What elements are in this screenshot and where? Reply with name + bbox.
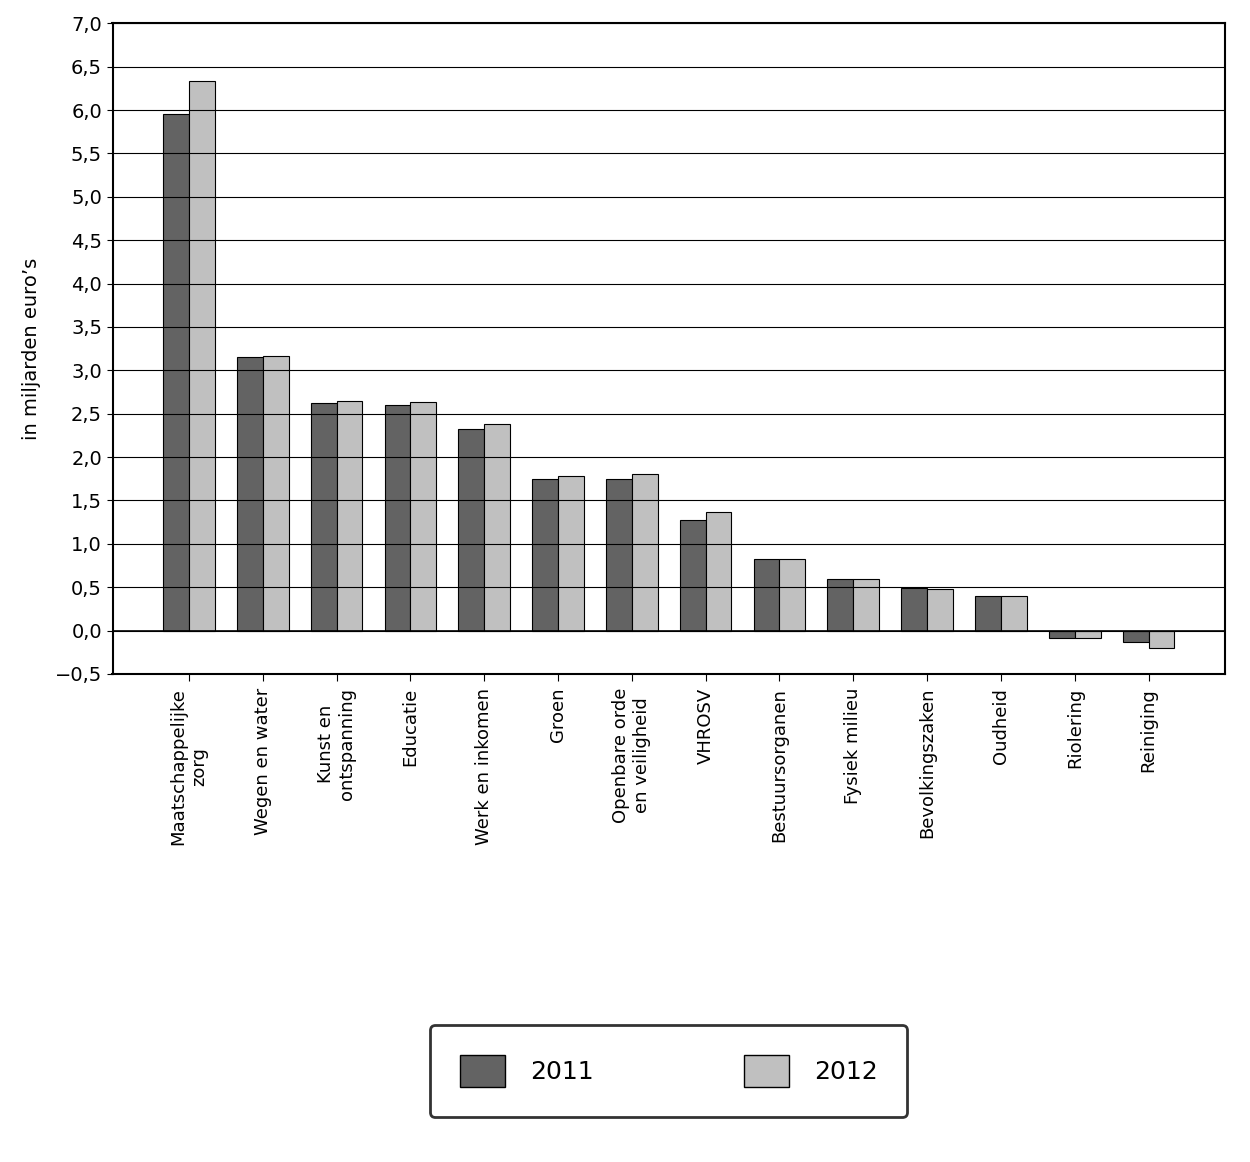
Bar xyxy=(901,588,928,631)
Bar xyxy=(828,579,854,631)
Bar xyxy=(385,406,410,631)
Bar xyxy=(459,429,484,631)
Bar xyxy=(484,424,510,631)
Legend: 2011, 2012: 2011, 2012 xyxy=(430,1025,908,1117)
Bar xyxy=(680,521,706,631)
Bar xyxy=(975,596,1001,631)
Bar xyxy=(336,401,362,631)
Bar xyxy=(631,474,658,631)
Bar xyxy=(558,476,584,631)
Bar xyxy=(854,579,879,631)
Bar xyxy=(532,479,558,631)
Bar xyxy=(706,511,731,631)
Bar xyxy=(1001,596,1026,631)
Bar xyxy=(754,559,780,631)
Y-axis label: in miljarden euro’s: in miljarden euro’s xyxy=(22,258,41,439)
Bar xyxy=(1049,631,1075,638)
Bar xyxy=(606,479,631,631)
Bar xyxy=(189,81,215,631)
Bar xyxy=(928,589,952,631)
Bar xyxy=(162,114,189,631)
Bar xyxy=(1149,631,1175,648)
Bar xyxy=(262,356,289,631)
Bar xyxy=(1075,631,1100,638)
Bar xyxy=(311,403,336,631)
Bar xyxy=(410,402,436,631)
Bar xyxy=(238,357,262,631)
Bar xyxy=(1122,631,1149,641)
Bar xyxy=(780,559,805,631)
